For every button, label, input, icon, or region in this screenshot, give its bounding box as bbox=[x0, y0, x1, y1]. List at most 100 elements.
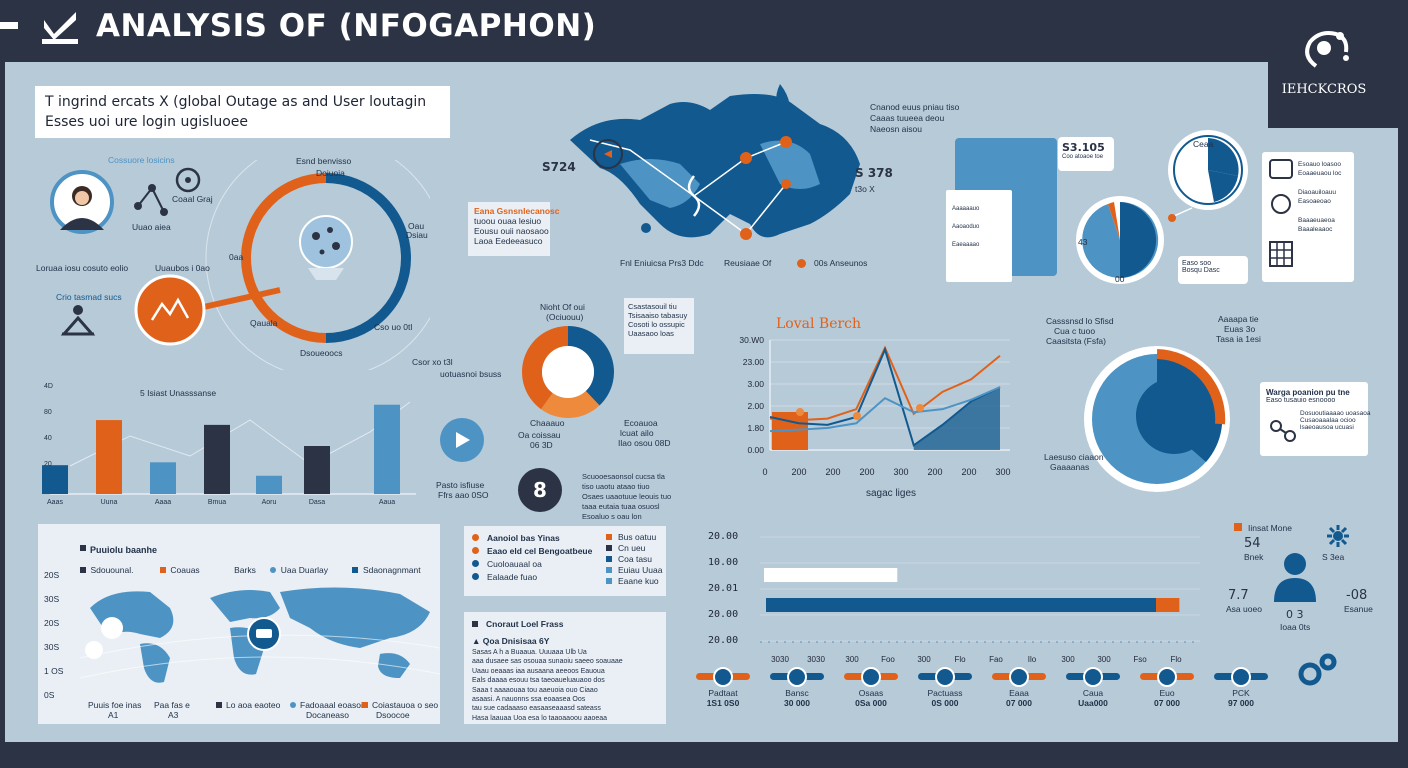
docs-pie-label: Ceaa bbox=[1193, 139, 1214, 149]
badge-text-1: Scuooesaonsol cucsa tla bbox=[582, 472, 665, 481]
bottom-map-yaxis: 20S 30S 20S 30S 1 OS 0S bbox=[44, 563, 64, 707]
slider-item[interactable]: Padtaat 1S1 0S0 bbox=[690, 666, 756, 708]
slider-item[interactable]: PCK 97 000 bbox=[1208, 666, 1274, 708]
bottom-y-4: 30S bbox=[44, 642, 60, 652]
left-bars-title: 5 Isiast Unasssanse bbox=[140, 388, 217, 398]
page-header bbox=[0, 0, 1408, 58]
header-dash bbox=[0, 22, 18, 29]
badge-text-2: tiso uaotu ataao tiuo bbox=[582, 482, 650, 491]
slider-value: 07 000 bbox=[1006, 698, 1032, 708]
slider-row: Padtaat 1S1 0S0 Bansc 30 000 Osaas 0Sa 000 … bbox=[690, 666, 1270, 726]
slider-item[interactable]: Eaaa 07 000 bbox=[986, 666, 1052, 708]
slider-value: Uaa000 bbox=[1078, 698, 1108, 708]
hbar-xtick: Fso bbox=[1133, 655, 1147, 664]
text-card: Cnoraut Loel Frass ▲ Qoa Dnisisaa 6Y Sas… bbox=[464, 612, 666, 724]
left-bar bbox=[96, 420, 122, 494]
slider-knob[interactable] bbox=[1083, 667, 1103, 687]
slider-label: Bansc bbox=[785, 688, 809, 698]
slider-knob[interactable] bbox=[935, 667, 955, 687]
slider-value: 97 000 bbox=[1228, 698, 1254, 708]
slider-track[interactable] bbox=[1134, 666, 1200, 687]
bottom-foot-1a: Puuis foe inas bbox=[88, 700, 142, 710]
kpi-v5: S 3ea bbox=[1322, 552, 1345, 562]
slider-knob[interactable] bbox=[1231, 667, 1251, 687]
bottom-foot-4b: Docaneaso bbox=[306, 710, 350, 720]
list-item-3: Cuoloauaal oa bbox=[472, 558, 658, 571]
kpi-v2: 7.7 bbox=[1228, 588, 1249, 603]
map-top-footer1: Fnl Eniuicsa Prs3 Ddc bbox=[620, 258, 704, 268]
donut-callout-card: Csastasouil tiu Tsisaaiso tabasuy Cosoti… bbox=[624, 298, 694, 354]
hbar bbox=[764, 568, 898, 582]
hbar-yaxis: 20.00 10.00 20.01 20.00 20.00 bbox=[708, 524, 752, 654]
donut-right-2: lcuat ailo bbox=[620, 428, 654, 438]
slider-knob[interactable] bbox=[1157, 667, 1177, 687]
donut-callout-1: Csastasouil tiu bbox=[628, 302, 677, 311]
bottom-map-legend: Sdouounal. Coauas Barks Uaa Duarlay Sdao… bbox=[80, 560, 430, 575]
donut-slice bbox=[568, 326, 614, 406]
checklist-item-2: Eoaaeuaou loc bbox=[1298, 170, 1342, 177]
line-point bbox=[853, 412, 861, 420]
slider-value: 30 000 bbox=[784, 698, 810, 708]
slider-value: 0S 000 bbox=[931, 698, 959, 708]
hbar-xtick: 300 bbox=[1097, 655, 1111, 664]
hbar-y-4: 20.00 bbox=[708, 609, 739, 620]
docs-pies bbox=[1076, 130, 1248, 284]
left-bar-label: Aaas bbox=[47, 499, 63, 506]
slider-track[interactable] bbox=[1208, 666, 1274, 687]
list-right-2: Cn ueu bbox=[606, 543, 662, 554]
bottom-legend-2: Coauas bbox=[170, 565, 200, 575]
map-top-note2: Caaas tuueea deou bbox=[870, 113, 945, 123]
slider-item[interactable]: Euo 07 000 bbox=[1134, 666, 1200, 708]
hbar-xtick: Fao bbox=[989, 655, 1003, 664]
bottom-y-1: 20S bbox=[44, 570, 60, 580]
docs-value-sub: Coo atoaoe toe bbox=[1062, 154, 1104, 160]
slider-item[interactable]: Pactuass 0S 000 bbox=[912, 666, 978, 708]
line-ytick: 23.00 bbox=[743, 357, 765, 367]
bottom-foot-5-mark bbox=[362, 702, 368, 708]
hbar-xtick: Ilo bbox=[1028, 655, 1037, 664]
donut-callout-4: Uaasaoo loas bbox=[628, 329, 674, 338]
world-map-bottom bbox=[80, 587, 440, 683]
bottom-foot-3-mark bbox=[216, 702, 222, 708]
profile-label-right: Coaal Graj bbox=[172, 194, 213, 204]
slider-knob[interactable] bbox=[861, 667, 881, 687]
slider-track[interactable] bbox=[1060, 666, 1126, 687]
slider-track[interactable] bbox=[690, 666, 756, 687]
left-bar-label: Aaua bbox=[379, 499, 395, 506]
play-label-2: Ffrs aao 0SO bbox=[438, 490, 489, 500]
line-chart-title: Loval Berch bbox=[776, 316, 862, 332]
slider-item[interactable]: Osaas 0Sa 000 bbox=[838, 666, 904, 708]
ring-label-top: Esnd benvisso bbox=[296, 156, 352, 166]
link-ring-icon bbox=[1298, 653, 1337, 686]
hbar-xtick: Flo bbox=[1170, 655, 1182, 664]
line-point bbox=[916, 404, 924, 412]
right-pie-chart bbox=[1084, 346, 1230, 492]
slider-track[interactable] bbox=[838, 666, 904, 687]
kpi-v3-sub: Ioaa 0ts bbox=[1280, 622, 1311, 632]
bottom-foot-1b: A1 bbox=[108, 710, 119, 720]
left-bar bbox=[150, 462, 176, 494]
play-button[interactable] bbox=[440, 418, 484, 462]
docs-pill-2: Bosqu Dasc bbox=[1182, 267, 1220, 274]
checklist-item-4: Easoaeoao bbox=[1298, 198, 1331, 205]
slider-knob[interactable] bbox=[787, 667, 807, 687]
text-card-body-1: Sasas A h a Buaaua. Uuuaaa Ulb Ua bbox=[472, 649, 587, 656]
left-bar-label: Uuna bbox=[101, 499, 118, 506]
ring-label-left1: Uuaubos i 0ao bbox=[155, 263, 210, 273]
docs-white-card: Aaaaaauo Aaoaoduo Eaeaaaao bbox=[946, 190, 1012, 282]
slider-knob[interactable] bbox=[713, 667, 733, 687]
profile-label-bottom: Loruaa iosu cosuto eolio bbox=[36, 263, 129, 273]
slider-item[interactable]: Caua Uaa000 bbox=[1060, 666, 1126, 708]
donut-callout-3: Cosoti lo ossupic bbox=[628, 320, 685, 329]
list-right-4: Euiau Uuaa bbox=[606, 565, 662, 576]
hbar bbox=[766, 598, 1156, 612]
donut-right-1: Ecoauoa bbox=[624, 418, 658, 428]
ring-label-bottom2: uotuasnoi bsuss bbox=[440, 369, 502, 379]
profile-label-right2: Uuao aiea bbox=[132, 222, 171, 232]
slider-track[interactable] bbox=[986, 666, 1052, 687]
slider-track[interactable] bbox=[912, 666, 978, 687]
slider-track[interactable] bbox=[764, 666, 830, 687]
donut-left-3: 06 3D bbox=[530, 440, 553, 450]
slider-knob[interactable] bbox=[1009, 667, 1029, 687]
slider-item[interactable]: Bansc 30 000 bbox=[764, 666, 830, 708]
